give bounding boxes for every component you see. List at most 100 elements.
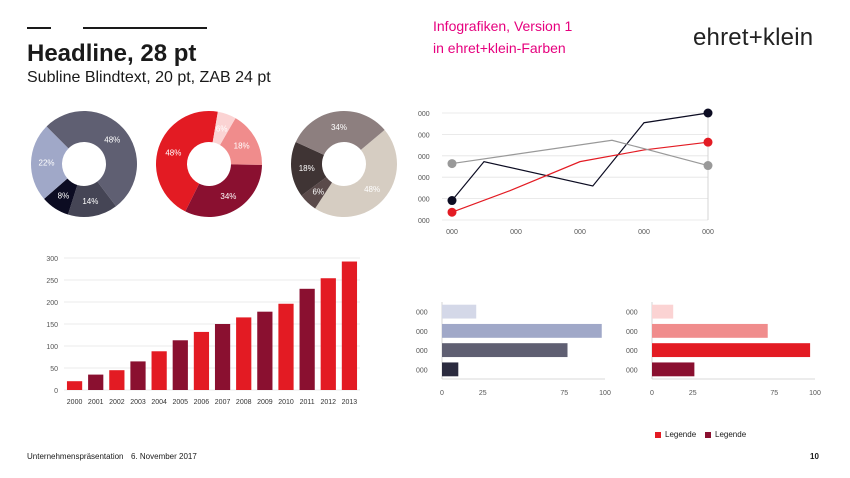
bar xyxy=(320,278,336,390)
x-tick-label: 75 xyxy=(770,390,778,397)
y-tick-label: 000 xyxy=(416,310,428,317)
x-tick-label: 2012 xyxy=(320,399,336,406)
x-tick-label: 75 xyxy=(560,390,568,397)
x-tick-label: 2011 xyxy=(300,399,315,406)
x-tick-label: 2005 xyxy=(172,399,188,406)
donut-slice xyxy=(301,177,333,209)
bar xyxy=(652,323,768,338)
y-tick-label: 000 xyxy=(418,132,430,139)
donut-slice xyxy=(291,141,327,196)
x-tick-label: 2002 xyxy=(109,399,125,406)
y-tick-label: 000 xyxy=(626,367,638,374)
x-tick-label: 25 xyxy=(689,390,697,397)
bar xyxy=(442,304,477,319)
accent-rule-short xyxy=(27,27,51,29)
y-tick-label: 000 xyxy=(418,154,430,161)
series-end-marker xyxy=(703,161,713,171)
slice-label: 18% xyxy=(299,164,315,173)
series-line xyxy=(451,112,709,201)
y-tick-label: 000 xyxy=(416,329,428,336)
info-line-1: Infografiken, Version 1 xyxy=(433,18,573,34)
donut-slice xyxy=(155,110,218,212)
x-tick-label: 2001 xyxy=(88,399,104,406)
x-tick-label: 0 xyxy=(650,390,654,397)
y-tick-label: 200 xyxy=(46,300,58,307)
y-tick-label: 000 xyxy=(418,197,430,204)
y-tick-label: 50 xyxy=(50,366,58,373)
x-tick-label: 000 xyxy=(510,229,522,236)
slice-label: 48% xyxy=(104,135,120,144)
bar xyxy=(151,351,167,390)
slice-label: 6% xyxy=(313,187,325,196)
x-tick-label: 2008 xyxy=(236,399,252,406)
y-tick-label: 000 xyxy=(418,111,430,118)
bar xyxy=(214,324,231,390)
x-tick-label: 000 xyxy=(702,229,714,236)
bar xyxy=(193,331,210,390)
series-end-marker xyxy=(703,108,713,118)
slice-label: 14% xyxy=(82,197,98,206)
bar xyxy=(172,340,188,390)
bar xyxy=(341,261,358,390)
series-end-marker xyxy=(703,137,713,147)
y-tick-label: 300 xyxy=(46,256,58,263)
x-tick-label: 000 xyxy=(446,229,458,236)
headline: Headline, 28 pt xyxy=(27,40,197,67)
slice-label: 18% xyxy=(234,142,250,151)
x-tick-label: 0 xyxy=(440,390,444,397)
line-chart: 000 000 000 000 000 000 000 000 000 000 000 xyxy=(418,108,714,236)
x-tick-label: 25 xyxy=(479,390,487,397)
donut-chart-slate: 48% 14% 8% 22% xyxy=(31,111,138,217)
y-tick-label: 0 xyxy=(54,388,58,395)
x-tick-label: 000 xyxy=(574,229,586,236)
donut-slice xyxy=(295,111,385,155)
x-tick-label: 2009 xyxy=(257,399,273,406)
page-number: 10 xyxy=(810,452,819,461)
donut-slice xyxy=(212,111,236,145)
donut-slice xyxy=(31,126,69,199)
legend-swatch-red xyxy=(655,431,661,438)
legend-label: Legende xyxy=(715,430,747,439)
bar xyxy=(66,381,83,390)
donut-slice xyxy=(315,129,397,218)
bar xyxy=(299,288,315,390)
series-end-marker xyxy=(447,159,457,169)
x-tick-label: 2004 xyxy=(151,399,167,406)
bar xyxy=(442,323,602,338)
y-tick-label: 150 xyxy=(46,322,58,329)
legend-swatch-maroon xyxy=(705,431,711,438)
bar-chart-years: 0 50 100 150 200 250 300 2000 2001 2002 2003 2004 20… xyxy=(46,256,360,406)
bar xyxy=(652,343,811,358)
donut-slice xyxy=(185,164,262,217)
series-end-marker xyxy=(447,196,457,206)
series-line xyxy=(451,141,709,213)
slice-label: 34% xyxy=(220,192,236,201)
y-tick-label: 000 xyxy=(626,348,638,355)
y-tick-label: 250 xyxy=(46,278,58,285)
y-tick-label: 000 xyxy=(626,329,638,336)
slice-label: 48% xyxy=(165,148,181,157)
y-tick-label: 000 xyxy=(626,310,638,317)
subline: Subline Blindtext, 20 pt, ZAB 24 pt xyxy=(27,69,271,86)
footer-presentation: Unternehmenspräsentation xyxy=(27,452,124,461)
bar xyxy=(652,362,695,377)
legend-item-1: Legende xyxy=(655,430,696,439)
donut-chart-taupe: 48% 6% 18% 34% xyxy=(291,111,397,218)
series-line xyxy=(451,139,709,167)
bar xyxy=(88,374,104,390)
x-tick-label: 2007 xyxy=(215,399,231,406)
legend-label: Legende xyxy=(665,430,697,439)
y-tick-label: 000 xyxy=(418,175,430,182)
donut-slice xyxy=(67,181,117,217)
x-tick-label: 2000 xyxy=(67,399,83,406)
bar xyxy=(278,303,294,390)
slice-label: 22% xyxy=(39,159,55,168)
x-tick-label: 100 xyxy=(809,390,821,397)
y-tick-label: 000 xyxy=(416,367,428,374)
donut-slice xyxy=(220,118,262,166)
x-tick-label: 2003 xyxy=(130,399,146,406)
bar xyxy=(109,370,125,390)
logo: ehret+klein xyxy=(693,24,814,51)
